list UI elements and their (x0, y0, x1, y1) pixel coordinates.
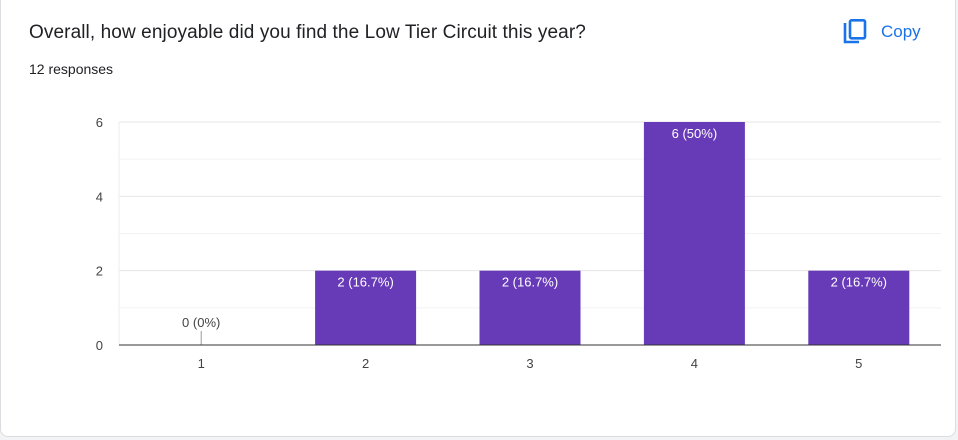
x-tick-label: 3 (526, 356, 533, 371)
copy-label: Copy (881, 22, 921, 41)
x-tick-label: 4 (691, 356, 698, 371)
copy-icon (843, 19, 867, 44)
bar (643, 122, 745, 345)
y-tick-label: 4 (96, 189, 103, 204)
x-tick-label: 2 (362, 356, 369, 371)
response-count: 12 responses (29, 61, 114, 77)
x-tick-label: 5 (855, 356, 862, 371)
y-tick-label: 2 (96, 264, 103, 279)
question-title: Overall, how enjoyable did you find the … (29, 22, 586, 43)
data-label: 2 (16.7%) (831, 275, 887, 290)
data-label: 6 (50%) (672, 126, 718, 141)
bar (315, 270, 417, 345)
bar (808, 270, 910, 345)
y-tick-label: 0 (96, 338, 103, 353)
copy-button[interactable]: Copy (839, 17, 925, 47)
y-tick-label: 6 (96, 115, 103, 130)
data-label: 2 (16.7%) (337, 275, 393, 290)
bar (479, 270, 581, 345)
data-label: 2 (16.7%) (502, 275, 558, 290)
x-tick-label: 1 (198, 356, 205, 371)
data-label: 0 (0%) (182, 315, 220, 330)
